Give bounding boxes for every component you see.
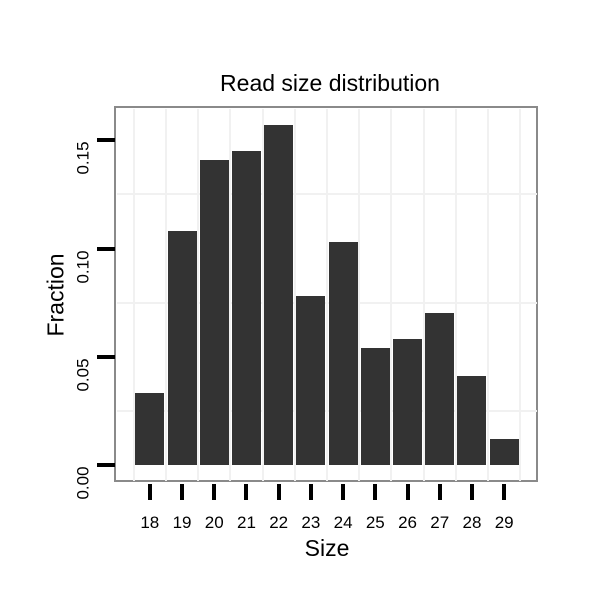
x-axis-tick <box>308 484 313 500</box>
bar <box>296 296 326 465</box>
minor-gridline-vertical <box>261 109 264 481</box>
x-axis-tick <box>341 484 346 500</box>
chart-title: Read size distribution <box>220 70 440 96</box>
x-axis-tick <box>212 484 217 500</box>
y-axis-tick <box>97 138 115 143</box>
x-axis-tick <box>276 484 281 500</box>
y-axis-tick <box>97 354 115 359</box>
x-axis-tick <box>405 484 410 500</box>
x-axis-title: Size <box>304 535 350 561</box>
minor-gridline-vertical <box>197 109 200 481</box>
y-axis-tick-label: 0.05 <box>73 358 93 392</box>
x-axis-tick-label: 21 <box>236 513 256 532</box>
minor-gridline-vertical <box>326 109 328 481</box>
x-axis-tick <box>180 484 185 500</box>
x-axis-tick-label: 28 <box>462 513 482 532</box>
x-axis-tick-label: 18 <box>140 513 160 532</box>
x-axis-tick-label: 25 <box>365 513 385 532</box>
x-axis-tick <box>469 484 474 500</box>
minor-gridline-horizontal <box>117 193 537 196</box>
bar <box>135 393 165 465</box>
minor-gridline-horizontal <box>117 301 537 304</box>
bar <box>360 347 390 465</box>
bar <box>199 159 229 465</box>
x-axis-tick-label: 19 <box>172 513 192 532</box>
x-axis-tick <box>373 484 378 500</box>
x-axis-tick-label: 22 <box>269 513 289 532</box>
bar <box>328 242 358 465</box>
x-axis-tick-label: 26 <box>398 513 417 532</box>
bar <box>489 438 519 465</box>
x-axis-tick-label: 29 <box>494 513 514 532</box>
minor-gridline-vertical <box>229 109 232 481</box>
minor-gridline-vertical <box>454 109 457 481</box>
bar <box>231 151 261 465</box>
minor-gridline-vertical <box>487 109 490 481</box>
x-axis-tick <box>244 484 249 500</box>
x-axis-tick-label: 20 <box>204 513 224 532</box>
bar <box>425 313 455 465</box>
minor-gridline-vertical <box>390 109 393 481</box>
y-axis-tick-label: 0.10 <box>73 249 93 284</box>
x-axis-tick <box>147 484 152 500</box>
minor-gridline-vertical <box>293 109 296 481</box>
minor-gridline-vertical <box>519 109 522 481</box>
x-axis-tick <box>437 484 442 500</box>
x-axis-tick-label: 24 <box>333 513 353 532</box>
bar <box>393 339 423 465</box>
x-axis-tick <box>502 484 507 500</box>
minor-gridline-vertical <box>358 109 361 481</box>
minor-gridline-vertical <box>422 109 425 481</box>
y-axis-tick <box>97 246 115 251</box>
minor-gridline-vertical <box>132 109 135 481</box>
y-axis-tick <box>97 462 115 467</box>
y-axis-tick-label: 0.00 <box>73 466 93 500</box>
y-axis-title: Fraction <box>42 253 69 337</box>
y-axis-tick-label: 0.15 <box>73 141 93 175</box>
minor-gridline-horizontal <box>117 409 537 412</box>
bar <box>167 231 197 465</box>
minor-gridline-vertical <box>164 109 167 481</box>
x-axis-tick-label: 27 <box>430 513 450 532</box>
bar <box>457 376 487 465</box>
bar <box>264 125 294 465</box>
x-axis-tick-label: 23 <box>301 513 321 532</box>
